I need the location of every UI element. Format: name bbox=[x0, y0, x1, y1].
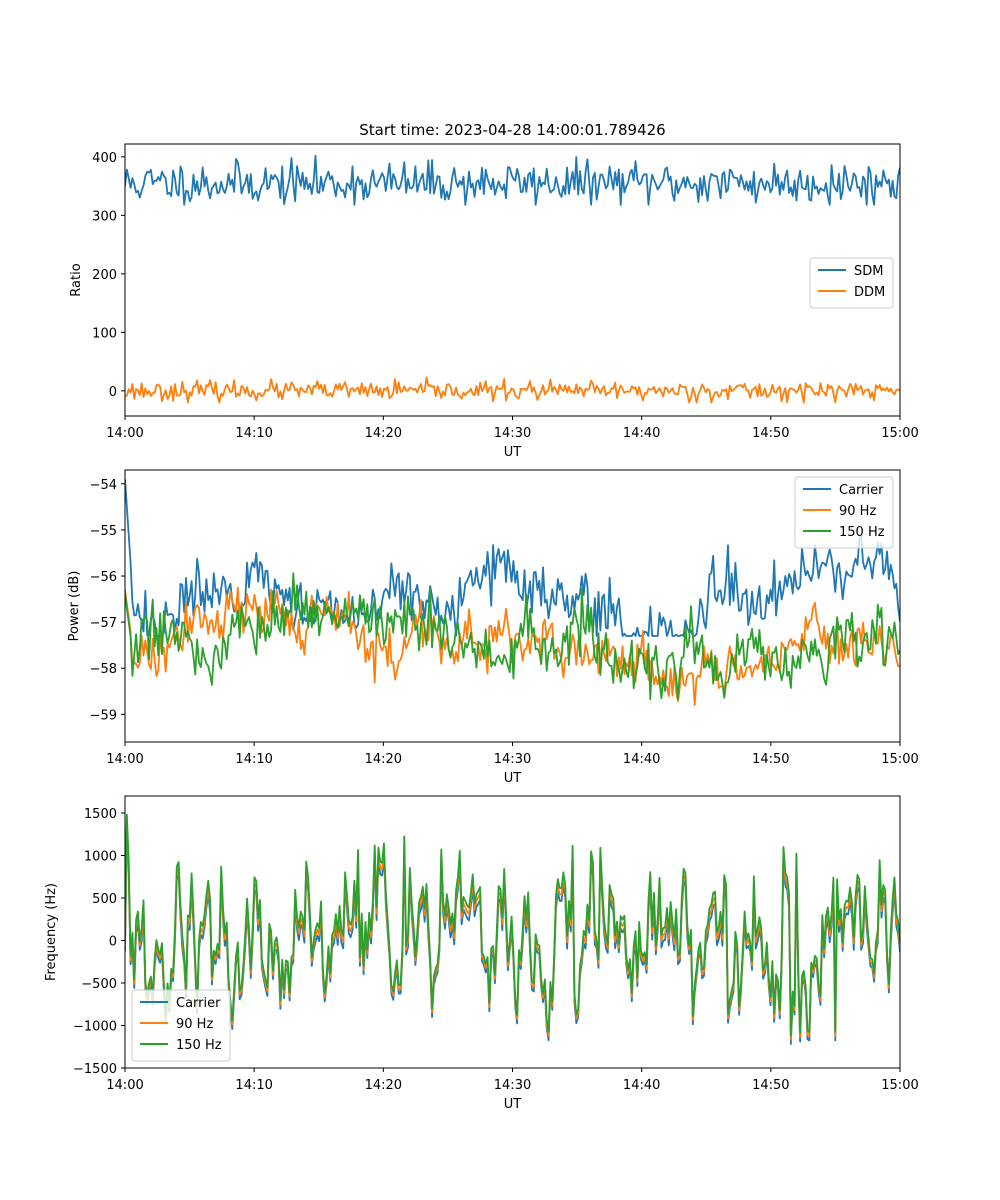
x-tick-label: 14:00 bbox=[106, 752, 143, 767]
y-tick-label: 1000 bbox=[84, 850, 117, 865]
y-tick-label: −58 bbox=[90, 662, 117, 677]
ratio-panel: 14:00 14:10 14:20 14:30 14:40 14:50 15:00 0 100 2… bbox=[69, 121, 919, 460]
y-tick-label: 400 bbox=[92, 151, 117, 166]
x-tick-label: 15:00 bbox=[881, 426, 918, 441]
x-tick-label: 14:20 bbox=[365, 752, 402, 767]
y-tick-label: 0 bbox=[109, 935, 117, 950]
y-tick-label: 300 bbox=[92, 209, 117, 224]
y-tick-label: 0 bbox=[109, 385, 117, 400]
legend-entry: 90 Hz bbox=[839, 504, 876, 519]
chart-title: Start time: 2023-04-28 14:00:01.789426 bbox=[359, 121, 665, 139]
legend-entry: SDM bbox=[854, 264, 883, 279]
y-tick-label: 100 bbox=[92, 326, 117, 341]
plot-area bbox=[125, 154, 900, 404]
x-tick-label: 14:40 bbox=[623, 1078, 660, 1093]
x-tick-label: 15:00 bbox=[881, 752, 918, 767]
legend-entry: Carrier bbox=[176, 996, 221, 1011]
x-tick-label: 14:10 bbox=[235, 426, 272, 441]
series-line-sdm bbox=[125, 154, 900, 206]
y-tick-label: 500 bbox=[92, 892, 117, 907]
y-tick-label: 1500 bbox=[84, 807, 117, 822]
y-axis-label: Ratio bbox=[69, 263, 84, 296]
y-tick-label: −57 bbox=[90, 616, 117, 631]
legend-entry: 150 Hz bbox=[176, 1038, 222, 1053]
x-axis-label: UT bbox=[504, 1097, 522, 1112]
frequency-panel: 14:00 14:10 14:20 14:30 14:40 14:50 15:00 1500 1… bbox=[44, 795, 919, 1112]
legend: Carrier 90 Hz 150 Hz bbox=[131, 989, 231, 1062]
legend: SDM DDM bbox=[809, 257, 894, 309]
y-tick-label: −1000 bbox=[73, 1020, 117, 1035]
series-line-150-hz bbox=[125, 572, 900, 701]
y-tick-label: −59 bbox=[90, 708, 117, 723]
x-tick-label: 14:00 bbox=[106, 426, 143, 441]
x-tick-label: 15:00 bbox=[881, 1078, 918, 1093]
legend: Carrier 90 Hz 150 Hz bbox=[794, 476, 894, 549]
x-tick-label: 14:10 bbox=[235, 1078, 272, 1093]
legend-entry: DDM bbox=[854, 285, 885, 300]
y-tick-label: −56 bbox=[90, 570, 117, 585]
x-tick-label: 14:50 bbox=[752, 752, 789, 767]
x-tick-label: 14:30 bbox=[494, 426, 531, 441]
x-tick-label: 14:40 bbox=[623, 426, 660, 441]
y-tick-label: 200 bbox=[92, 268, 117, 283]
x-tick-label: 14:00 bbox=[106, 1078, 143, 1093]
legend-entry: Carrier bbox=[839, 483, 884, 498]
y-tick-label: −1500 bbox=[73, 1062, 117, 1077]
legend-entry: 90 Hz bbox=[176, 1017, 213, 1032]
x-tick-label: 14:20 bbox=[365, 1078, 402, 1093]
x-axis-label: UT bbox=[504, 445, 522, 460]
y-tick-label: −54 bbox=[90, 478, 117, 493]
x-tick-label: 14:30 bbox=[494, 1078, 531, 1093]
y-axis-label: Power (dB) bbox=[67, 571, 82, 642]
x-tick-label: 14:20 bbox=[365, 426, 402, 441]
x-tick-label: 14:30 bbox=[494, 752, 531, 767]
series-line-150-hz bbox=[125, 813, 900, 1037]
power-panel: 14:00 14:10 14:20 14:30 14:40 14:50 15:00 −54 −5… bbox=[67, 469, 919, 786]
series-line-ddm bbox=[125, 376, 900, 404]
y-axis-label: Frequency (Hz) bbox=[44, 883, 59, 981]
plot-area bbox=[125, 813, 900, 1045]
x-tick-label: 14:10 bbox=[235, 752, 272, 767]
x-tick-label: 14:40 bbox=[623, 752, 660, 767]
plot-area bbox=[125, 479, 900, 707]
y-tick-label: −500 bbox=[81, 977, 117, 992]
x-tick-label: 14:50 bbox=[752, 426, 789, 441]
x-axis-label: UT bbox=[504, 771, 522, 786]
y-tick-label: −55 bbox=[90, 524, 117, 539]
series-line-carrier bbox=[125, 479, 900, 637]
legend-entry: 150 Hz bbox=[839, 525, 885, 540]
x-tick-label: 14:50 bbox=[752, 1078, 789, 1093]
